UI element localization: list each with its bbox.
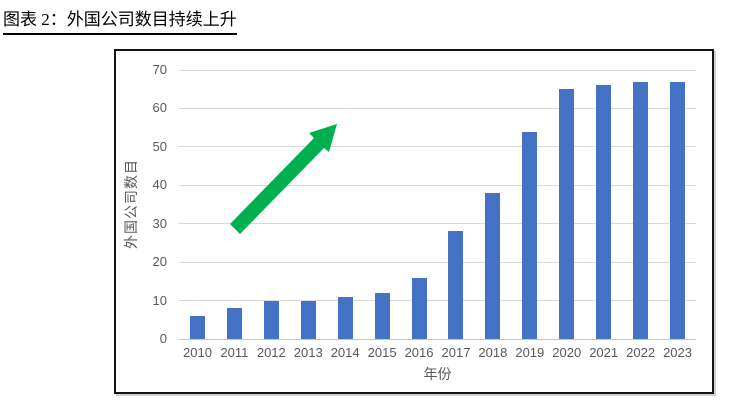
bar-2010 <box>189 315 205 339</box>
x-tick-label-2012: 2012 <box>256 345 286 360</box>
y-tick-label-40: 40 <box>152 177 167 193</box>
gridline-60 <box>179 107 696 109</box>
bar-2015 <box>374 292 390 339</box>
x-tick-label-2018: 2018 <box>478 345 508 360</box>
y-tick-label-60: 60 <box>152 100 167 116</box>
y-axis-tick-labels: 0 10 20 30 40 50 60 70 <box>116 62 167 346</box>
bar-2014 <box>337 296 353 339</box>
bar-2022 <box>633 81 649 339</box>
bar-2013 <box>300 300 316 339</box>
y-tick-label-30: 30 <box>152 215 167 231</box>
gridline-50 <box>179 146 696 148</box>
y-tick-label-20: 20 <box>152 254 167 270</box>
y-tick-label-70: 70 <box>152 62 167 77</box>
bar-2021 <box>596 85 612 339</box>
y-tick-label-10: 10 <box>152 292 167 308</box>
gridline-20 <box>179 261 696 263</box>
y-tick-label-0: 0 <box>159 331 167 346</box>
x-tick-label-2016: 2016 <box>404 345 434 360</box>
plot-area <box>179 69 696 340</box>
gridline-30 <box>179 223 696 225</box>
bar-2018 <box>485 192 501 339</box>
gridline-0 <box>179 338 696 340</box>
chart-frame: 外国公司数目 0 10 20 30 40 50 60 70 2010 2011 2012 2013 2… <box>114 49 714 394</box>
gridline-70 <box>179 69 696 71</box>
gridline-40 <box>179 184 696 186</box>
bar-2016 <box>411 277 427 339</box>
x-tick-label-2011: 2011 <box>220 345 249 360</box>
x-tick-label-2015: 2015 <box>367 345 397 360</box>
bar-2011 <box>226 308 242 339</box>
bar-2020 <box>559 89 575 339</box>
x-tick-label-2017: 2017 <box>441 345 471 360</box>
x-tick-label-2019: 2019 <box>515 345 545 360</box>
y-tick-label-50: 50 <box>152 138 167 154</box>
x-tick-label-2013: 2013 <box>293 345 323 360</box>
gridline-10 <box>179 300 696 302</box>
bar-2012 <box>263 300 279 339</box>
x-tick-label-2021: 2021 <box>589 345 619 360</box>
x-tick-label-2020: 2020 <box>552 345 582 360</box>
bar-2023 <box>670 81 686 339</box>
x-tick-label-2023: 2023 <box>663 345 692 360</box>
x-axis-tick-labels: 2010 2011 2012 2013 2014 2015 2016 2017 2018 2019… <box>179 345 696 361</box>
x-axis-title: 年份 <box>423 366 452 382</box>
x-tick-label-2010: 2010 <box>183 345 212 360</box>
figure-title: 图表 2：外国公司数目持续上升 <box>3 5 237 35</box>
bar-2017 <box>448 231 464 339</box>
figure-title-wrap: 图表 2：外国公司数目持续上升 <box>3 5 237 35</box>
bar-2019 <box>522 131 538 339</box>
x-tick-label-2014: 2014 <box>330 345 360 360</box>
x-tick-label-2022: 2022 <box>626 345 656 360</box>
